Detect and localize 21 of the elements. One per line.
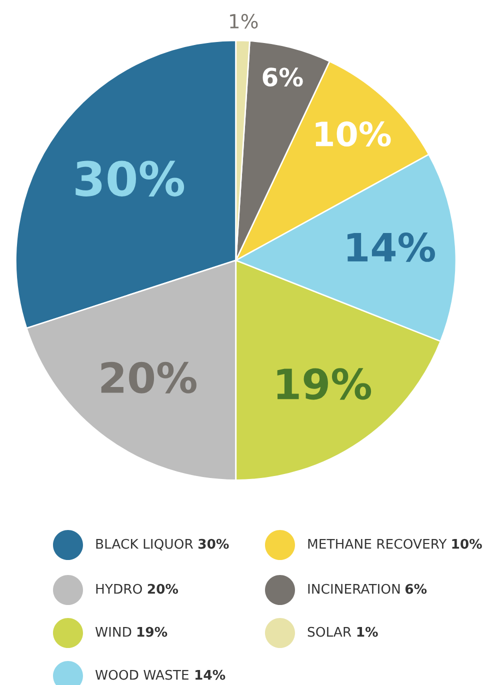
data-label: 1%: [230, 14, 258, 29]
data-label: 30%: [76, 160, 184, 196]
legend-label: HYDRO: [96, 584, 142, 594]
data-label: 19%: [277, 368, 372, 400]
data-label: 10%: [316, 121, 391, 147]
legend-label: METHANE RECOVERY: [308, 538, 447, 549]
text: 10%: [452, 538, 482, 549]
text: 30%: [198, 538, 229, 549]
legend-label: WIND: [95, 627, 132, 637]
legend-label: SOLAR: [308, 626, 352, 637]
text: 19%: [137, 626, 168, 637]
data-label: 20%: [101, 362, 196, 394]
data-label: 14%: [348, 232, 435, 262]
data-label: 6%: [262, 68, 303, 87]
legend-label: WOOD WASTE: [95, 670, 188, 680]
text: 1%: [357, 626, 378, 637]
text: 14%: [195, 670, 226, 680]
legend-label: INCINERATION: [308, 584, 400, 594]
legend-label: BLACK LIQUOR: [96, 538, 194, 550]
text: 6%: [405, 584, 427, 594]
text: 20%: [148, 584, 178, 594]
